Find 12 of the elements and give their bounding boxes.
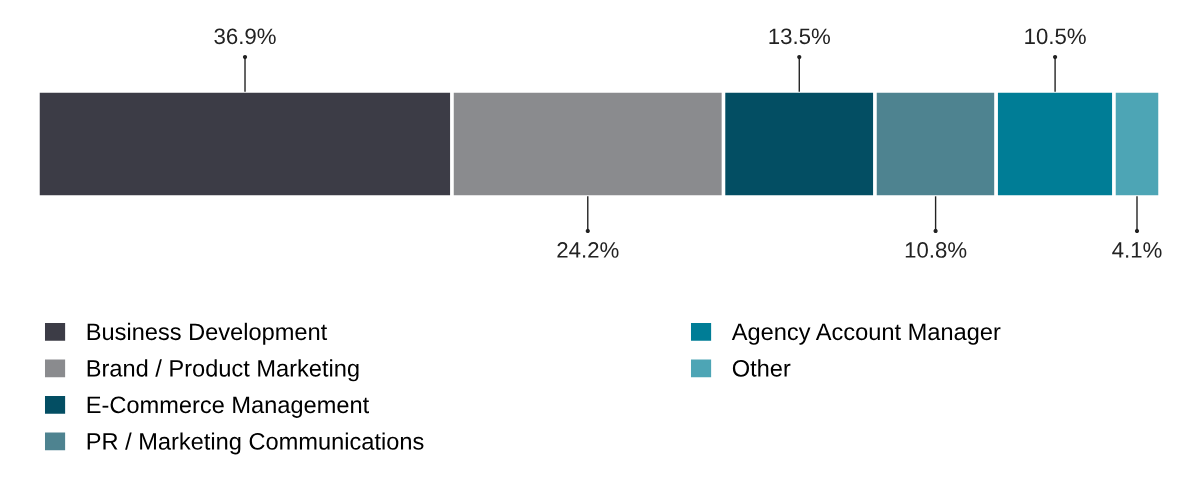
legend-label: PR / Marketing Communications	[87, 432, 424, 455]
legend-label: E-Commerce Management	[87, 396, 370, 418]
legend-label: Other	[732, 359, 791, 377]
data-label: 10.8%	[905, 242, 967, 258]
data-label: 10.5%	[1025, 28, 1086, 45]
data-label: 36.9%	[214, 28, 276, 45]
data-label: 4.1%	[1112, 242, 1162, 258]
legend-label: Business Development	[87, 322, 328, 345]
legend-label: Agency Account Manager	[731, 323, 1001, 345]
data-label: 13.5%	[769, 28, 830, 45]
legend-label: Brand / Product Marketing	[87, 359, 359, 382]
data-label: 24.2%	[557, 242, 619, 258]
